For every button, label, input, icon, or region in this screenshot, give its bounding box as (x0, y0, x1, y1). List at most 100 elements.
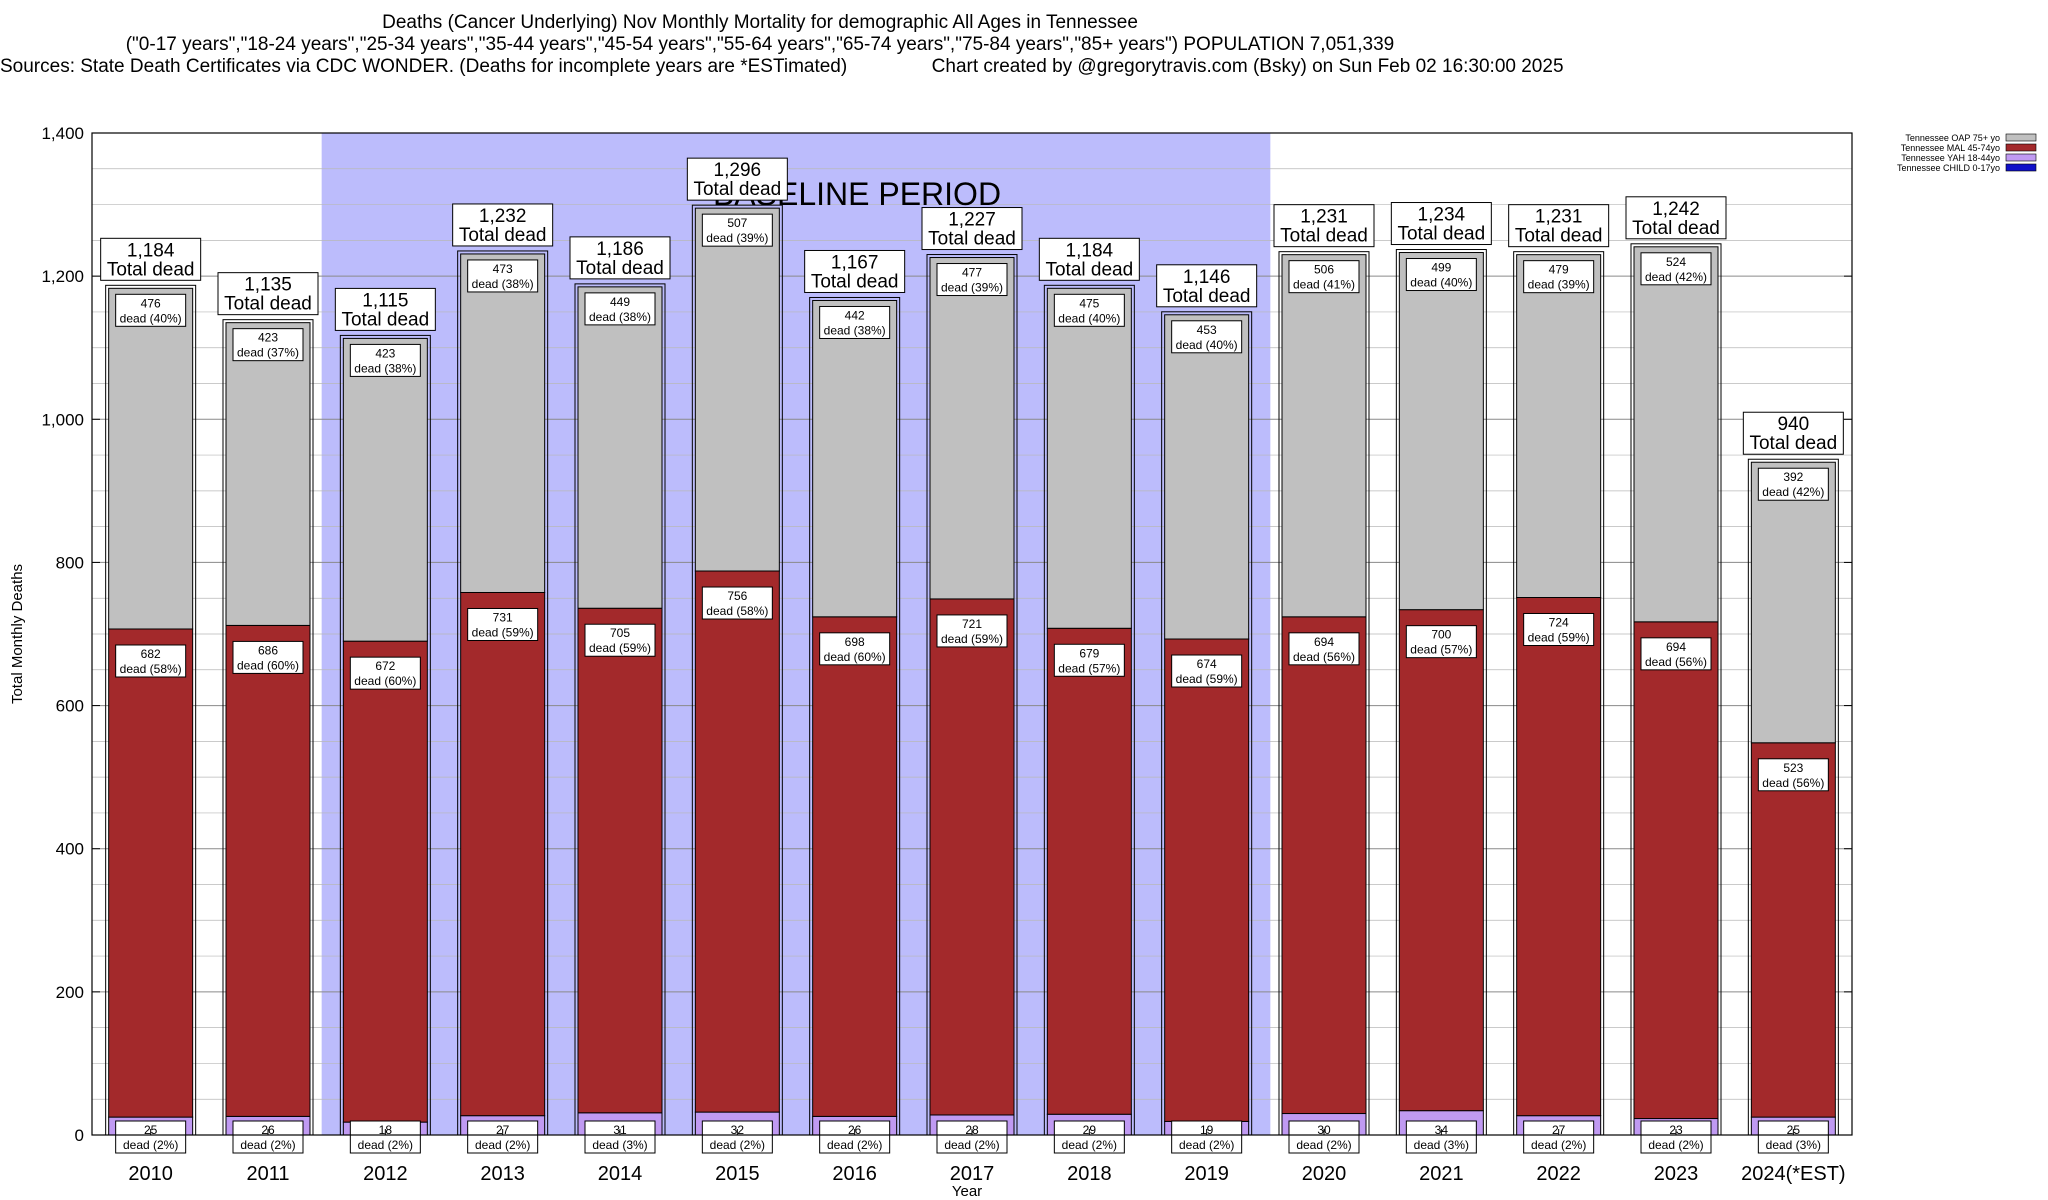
mal-value-label: 523 (1783, 761, 1803, 775)
oap-value-label: 506 (1314, 263, 1334, 277)
oap-label-box (1405, 258, 1477, 292)
total-value-label: 1,167 (831, 252, 879, 273)
oap-pct-label: dead (42%) (1762, 485, 1824, 499)
total-label-box (1390, 202, 1492, 246)
yah-pct-label: dead (3%) (1766, 1138, 1821, 1152)
total-label-box (804, 249, 906, 293)
total-value-label: 940 (1777, 414, 1809, 435)
total-value-label: 1,231 (1300, 207, 1348, 228)
total-label-box (569, 236, 671, 280)
bar-segment-mal (694, 570, 780, 1113)
legend-swatch (2005, 133, 2037, 142)
total-value-label: 1,184 (127, 240, 175, 261)
mal-label-box (936, 614, 1008, 648)
oap-value-label: 524 (1666, 255, 1686, 269)
x-axis-title: Year (952, 1183, 982, 1200)
yah-label-box (701, 1120, 773, 1154)
total-suffix-label: Total dead (693, 179, 781, 200)
chart-sources: Sources: State Death Certificates via CD… (0, 56, 848, 77)
mal-value-label: 705 (610, 626, 630, 640)
total-suffix-label: Total dead (224, 294, 312, 315)
chart-header: Deaths (Cancer Underlying) Nov Monthly M… (0, 12, 1564, 78)
yah-label-box (467, 1120, 539, 1154)
oap-value-label: 473 (493, 262, 513, 276)
legend-swatch (2005, 163, 2037, 172)
mal-value-label: 700 (1431, 628, 1451, 642)
oap-pct-label: dead (40%) (1176, 338, 1238, 352)
yah-pct-label: dead (2%) (1296, 1138, 1351, 1152)
total-value-label: 1,186 (596, 239, 644, 260)
total-value-label: 1,146 (1183, 267, 1231, 288)
oap-value-label: 479 (1549, 263, 1569, 277)
y-tick-label: 800 (56, 553, 84, 572)
total-label-box (100, 237, 202, 281)
mal-value-label: 698 (845, 635, 865, 649)
x-tick-label: 2010 (128, 1163, 173, 1185)
oap-label-box (936, 263, 1008, 297)
total-label-box (921, 207, 1023, 251)
mal-pct-label: dead (58%) (706, 604, 768, 618)
yah-pct-label: dead (2%) (710, 1138, 765, 1152)
oap-value-label: 507 (727, 216, 747, 230)
bar-segment-oap (1281, 254, 1367, 618)
mal-value-label: 724 (1549, 615, 1569, 629)
legend-swatch (2005, 153, 2037, 162)
oap-value-label: 423 (375, 346, 395, 360)
mal-label-box (115, 644, 187, 678)
oap-value-label: 442 (845, 308, 865, 322)
bar-segment-oap (1164, 314, 1250, 640)
yah-pct-label: dead (2%) (475, 1138, 530, 1152)
bar-segment-oap (694, 207, 780, 572)
yah-pct-label: dead (2%) (1062, 1138, 1117, 1152)
total-suffix-label: Total dead (1632, 218, 1720, 239)
mal-pct-label: dead (60%) (237, 658, 299, 672)
mal-label-box (467, 607, 539, 641)
mal-label-box (1053, 643, 1125, 677)
mal-pct-label: dead (59%) (1176, 672, 1238, 686)
total-value-label: 1,135 (244, 275, 292, 296)
legend-label: Tennessee MAL 45-74yo (1901, 143, 2000, 153)
total-suffix-label: Total dead (1397, 224, 1485, 245)
total-label-box (452, 203, 554, 247)
oap-pct-label: dead (39%) (1528, 278, 1590, 292)
mal-value-label: 674 (1197, 657, 1217, 671)
total-suffix-label: Total dead (811, 271, 899, 292)
bar-segment-mal (1633, 621, 1719, 1120)
total-suffix-label: Total dead (1749, 433, 1837, 454)
oap-label-box (1757, 467, 1829, 501)
legend-label: Tennessee OAP 75+ yo (1905, 133, 2000, 143)
bar-segment-mal (1281, 616, 1367, 1115)
bar-segment-mal (108, 628, 194, 1118)
oap-label-box (1640, 252, 1712, 286)
yah-label-box (1523, 1120, 1595, 1154)
chart-subtitle: ("0-17 years","18-24 years","25-34 years… (125, 34, 1395, 55)
bar-segment-mal (342, 640, 428, 1123)
x-tick-label: 2012 (363, 1163, 408, 1185)
mal-value-label: 694 (1666, 640, 1686, 654)
mal-value-label: 686 (258, 643, 278, 657)
yah-pct-label: dead (2%) (1648, 1138, 1703, 1152)
bar-segment-mal (1046, 627, 1132, 1115)
yah-label-box (1405, 1120, 1477, 1154)
total-suffix-label: Total dead (341, 309, 429, 330)
mal-pct-label: dead (56%) (1762, 776, 1824, 790)
oap-pct-label: dead (38%) (824, 323, 886, 337)
mal-label-box (1405, 625, 1477, 659)
bar-segment-mal (1164, 638, 1250, 1122)
oap-label-box (232, 328, 304, 362)
mal-value-label: 721 (962, 617, 982, 631)
mal-label-box (232, 640, 304, 674)
mal-label-box (1288, 632, 1360, 666)
legend-swatch (2005, 143, 2037, 152)
mal-value-label: 672 (375, 659, 395, 673)
oap-value-label: 476 (141, 296, 161, 310)
oap-value-label: 392 (1783, 470, 1803, 484)
mal-value-label: 682 (141, 647, 161, 661)
x-tick-label: 2015 (715, 1163, 760, 1185)
mal-label-box (1757, 758, 1829, 792)
mal-label-box (1640, 637, 1712, 671)
oap-label-box (1171, 320, 1243, 354)
oap-pct-label: dead (41%) (1293, 278, 1355, 292)
mal-pct-label: dead (58%) (120, 662, 182, 676)
